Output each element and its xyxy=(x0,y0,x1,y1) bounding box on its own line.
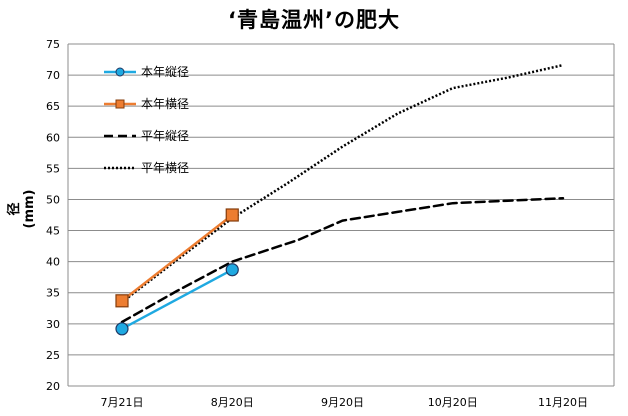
x-tick-label: 8月20日 xyxy=(211,396,254,409)
series-line-2 xyxy=(120,196,565,324)
y-tick-label: 70 xyxy=(46,69,60,82)
x-tick-label: 7月21日 xyxy=(101,396,144,409)
gridlines xyxy=(68,43,614,387)
x-tick-label: 11月20日 xyxy=(538,396,588,409)
series-group xyxy=(115,63,565,336)
data-point-0-1 xyxy=(225,263,239,277)
legend-marker xyxy=(115,67,125,77)
x-tick-label: 9月20日 xyxy=(321,396,364,409)
legend-label: 平年縦径 xyxy=(141,129,189,143)
data-point-1-1 xyxy=(225,208,239,222)
data-point-0-0 xyxy=(115,322,129,336)
series-line-0 xyxy=(120,268,234,331)
data-point-1-0 xyxy=(115,294,129,308)
chart-title: ‘青島温州’の肥大 xyxy=(228,8,400,32)
legend-label: 本年横径 xyxy=(141,97,189,111)
y-tick-label: 25 xyxy=(46,349,60,362)
series-line-1 xyxy=(120,213,234,303)
y-tick-label: 75 xyxy=(46,38,60,51)
y-tick-label: 30 xyxy=(46,318,60,331)
y-tick-label: 60 xyxy=(46,131,60,144)
series-line-3 xyxy=(121,63,564,304)
y-tick-label: 45 xyxy=(46,225,60,238)
y-tick-label: 65 xyxy=(46,100,60,113)
y-tick-label: 55 xyxy=(46,162,60,175)
y-tick-label: 35 xyxy=(46,287,60,300)
axes: 20 25 30 35 40 45 50 55 60 65 70 75 7月21日 8月20日 9月20日 1… xyxy=(46,38,615,409)
x-tick-label: 10月20日 xyxy=(428,396,478,409)
y-tick-label: 20 xyxy=(46,380,60,393)
legend-marker xyxy=(115,99,125,109)
y-tick-label: 40 xyxy=(46,256,60,269)
y-tick-label: 50 xyxy=(46,193,60,206)
legend-label: 平年横径 xyxy=(141,161,189,175)
legend-label: 本年縦径 xyxy=(141,65,189,79)
